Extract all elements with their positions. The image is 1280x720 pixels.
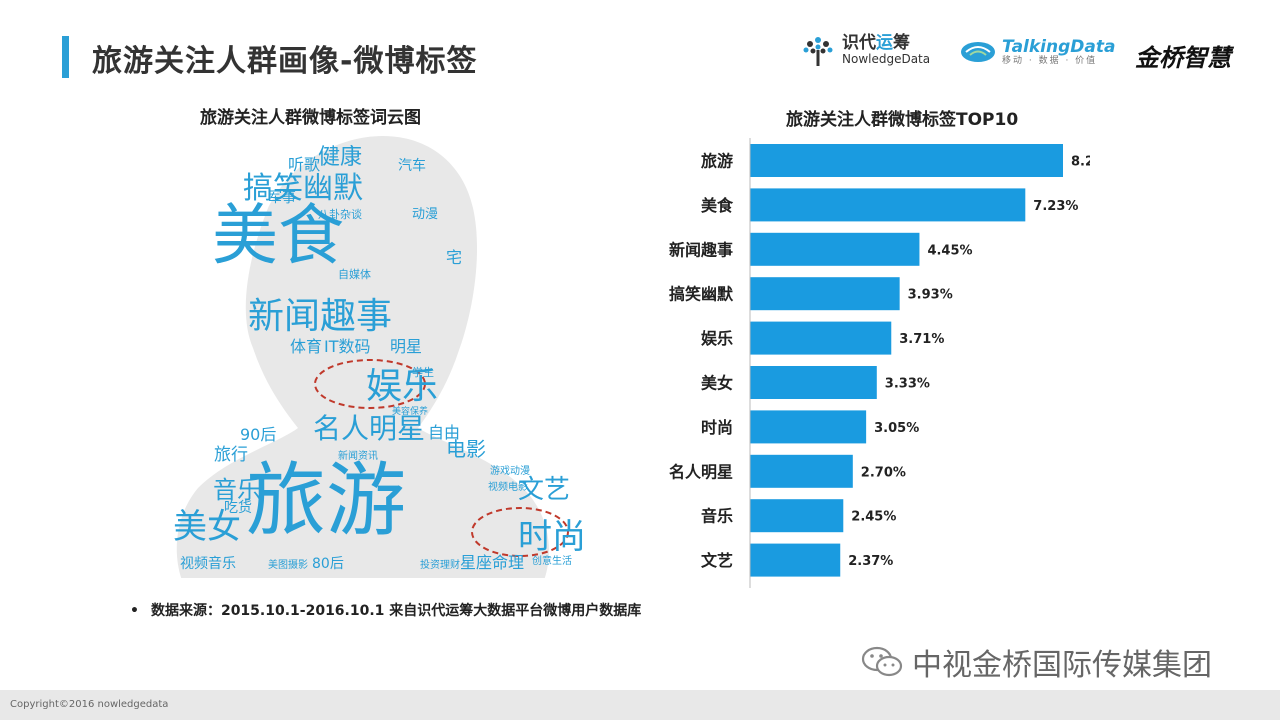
cloud-word: 视频音乐: [180, 555, 236, 572]
cloud-word: 美食: [212, 197, 344, 274]
category-label: 搞笑幽默: [669, 285, 734, 304]
category-label: 音乐: [701, 507, 733, 526]
wechat-icon: [861, 646, 903, 677]
bar: [750, 321, 892, 355]
highlight-circle-yule: [314, 359, 426, 409]
value-label: 3.93%: [908, 288, 953, 303]
highlight-circle-shishang: [471, 507, 569, 557]
bar: [750, 188, 1026, 222]
value-label: 2.37%: [848, 554, 893, 569]
cloud-word: 听歌: [288, 155, 320, 174]
cloud-word: 名人明星: [313, 412, 425, 445]
talkingdata-icon: [961, 42, 995, 63]
bar: [750, 543, 841, 577]
jinqiao-logo: 金桥智慧: [1135, 44, 1231, 72]
cloud-word: 新闻趣事: [248, 296, 392, 337]
cloud-word: 星座命理: [460, 553, 524, 572]
bullet: •: [130, 603, 139, 619]
nowledgedata-cn: 识代运筹: [842, 32, 910, 53]
page-title: 旅游关注人群画像-微博标签: [92, 44, 478, 79]
cloud-word: 90后: [240, 425, 276, 444]
cloud-word: 80后: [312, 556, 344, 572]
cloud-word: 视频电影: [488, 480, 528, 493]
bar: [750, 277, 900, 311]
value-label: 8.22%: [1071, 155, 1090, 170]
bar: [750, 454, 853, 488]
cloud-word: 投资理财: [420, 558, 460, 571]
cloud-word: 体育: [290, 337, 322, 356]
value-label: 3.05%: [874, 421, 919, 436]
cloud-word: 动漫: [412, 207, 438, 222]
cloud-word: 学生: [412, 365, 434, 379]
category-label: 娱乐: [701, 329, 733, 348]
cloud-word: 八卦杂谈: [318, 207, 362, 221]
watermark-text: 中视金桥国际传媒集团: [912, 648, 1212, 683]
data-source-note: • 数据来源：2015.10.1-2016.10.1 来自识代运筹大数据平台微博用…: [130, 600, 641, 620]
talkingdata-en: TalkingData: [1002, 37, 1116, 57]
cloud-word: 创意生活: [532, 554, 572, 567]
cloud-word: 美图摄影: [268, 558, 308, 571]
category-label: 名人明星: [669, 462, 733, 481]
cloud-word: 娱乐: [366, 366, 438, 407]
cloud-word: 旅游: [246, 454, 406, 547]
category-label: 新闻趣事: [669, 240, 733, 259]
title-accent-bar: [62, 36, 69, 78]
bar: [750, 499, 844, 533]
value-label: 4.45%: [927, 243, 972, 258]
cloud-word: 搞笑幽默: [243, 171, 363, 206]
cloud-word: 明星: [390, 337, 422, 356]
footer: Copyright©2016 nowledgedata: [0, 690, 1280, 720]
value-label: 2.70%: [861, 465, 906, 480]
nowledgedata-logo: 识代运筹 NowledgeData: [800, 32, 930, 68]
data-source-text: 数据来源：2015.10.1-2016.10.1 来自识代运筹大数据平台微博用户…: [150, 603, 642, 619]
cloud-word: 吃货: [224, 499, 252, 516]
wordcloud-title: 旅游关注人群微博标签词云图: [200, 108, 421, 128]
bar: [750, 366, 877, 399]
chart-title: 旅游关注人群微博标签TOP10: [786, 110, 1019, 130]
watermark: 中视金桥国际传媒集团: [860, 640, 1212, 684]
bar: [750, 144, 1063, 177]
value-label: 7.23%: [1033, 199, 1078, 214]
cloud-word: 自媒体: [338, 267, 371, 281]
category-label: 美食: [701, 196, 734, 215]
value-labels: 8.22% 7.23% 4.45% 3.93% 3.71% 3.33% 3.05% 2.70%…: [848, 155, 1090, 570]
cloud-word: 新闻资讯: [338, 449, 378, 462]
category-label: 文艺: [701, 551, 733, 570]
bar: [750, 232, 920, 266]
category-label: 时尚: [701, 418, 733, 437]
cloud-word: 文艺: [518, 475, 570, 505]
cloud-word: 游戏动漫: [490, 464, 530, 477]
value-label: 2.45%: [851, 510, 896, 525]
category-label: 美女: [701, 374, 733, 393]
cloud-word: IT数码: [324, 337, 371, 356]
cloud-word: 音乐: [213, 476, 261, 504]
tree-icon: [803, 37, 833, 66]
head-silhouette: [176, 136, 549, 578]
cloud-word: 健康: [318, 145, 362, 170]
talkingdata-logo: TalkingData 移动 · 数据 · 价值: [960, 38, 1115, 67]
cloud-word: 宅: [446, 248, 462, 267]
value-label: 3.71%: [899, 332, 944, 347]
cloud-word: 自由: [428, 423, 460, 442]
category-label: 旅游: [701, 152, 733, 171]
copyright: Copyright©2016 nowledgedata: [10, 699, 169, 710]
nowledgedata-en: NowledgeData: [842, 51, 931, 66]
talkingdata-cn: 移动 · 数据 · 价值: [1002, 55, 1098, 66]
cloud-word: 电影: [446, 437, 486, 461]
bar: [750, 410, 867, 444]
cloud-word: 旅行: [214, 445, 248, 465]
cloud-word: 汽车: [398, 157, 426, 174]
bars: [750, 144, 1063, 577]
cloud-word: 美容保养: [392, 405, 428, 417]
cloud-word: 美女: [173, 507, 241, 547]
cloud-word: 军事: [268, 190, 296, 206]
value-label: 3.33%: [885, 377, 930, 392]
cloud-word: 时尚: [518, 517, 586, 557]
